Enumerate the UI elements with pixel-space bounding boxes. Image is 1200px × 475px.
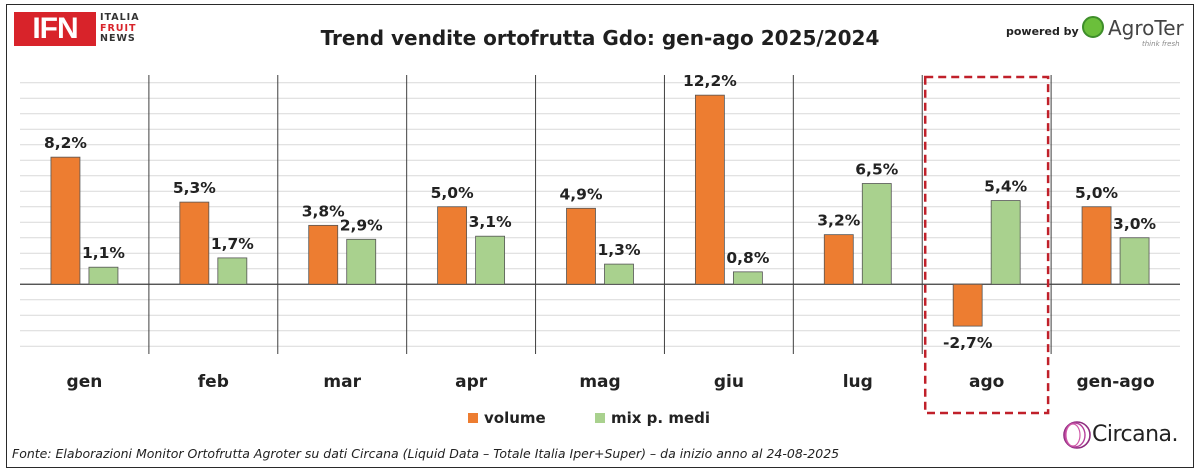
bar-volume-giu	[694, 94, 725, 285]
bar-volume-lug	[823, 234, 854, 285]
agroter-leaf-icon	[1082, 16, 1104, 38]
legend-label-mix: mix p. medi	[611, 409, 710, 427]
chart-title: Trend vendite ortofrutta Gdo: gen-ago 20…	[320, 26, 880, 50]
data-label-volume-giu: 12,2%	[683, 72, 737, 90]
bar-volume-apr	[437, 206, 468, 285]
bar-volume-gen-ago	[1081, 206, 1112, 285]
agroter-tagline: think fresh	[1142, 40, 1180, 48]
bar-mix-mar	[346, 238, 377, 285]
circana-circle-icon	[1063, 421, 1091, 449]
ifn-logo-text: ITALIA FRUIT NEWS	[100, 12, 140, 44]
data-label-volume-apr: 5,0%	[431, 184, 474, 202]
powered-by-label: powered by	[1006, 25, 1079, 38]
legend-swatch-mix	[595, 413, 605, 423]
category-label-giu: giu	[714, 372, 744, 392]
category-label-gen-ago: gen-ago	[1076, 372, 1154, 392]
bar-mix-gen	[88, 266, 119, 285]
bar-mix-giu	[732, 271, 763, 285]
data-label-mix-giu: 0,8%	[726, 249, 769, 267]
circana-logo: Circana.	[1062, 418, 1186, 458]
category-label-apr: apr	[455, 372, 488, 392]
bar-volume-mar	[308, 224, 339, 285]
bar-mix-apr	[475, 235, 506, 285]
labels-layer: 8,2% 1,1% gen 5,3% 1,7% feb 3,8%2,9% mar 5,0% 3,1…	[44, 72, 1157, 415]
grid-layer	[20, 75, 1180, 354]
bar-volume-gen	[50, 156, 81, 285]
ifn-logo-mark: IFN	[14, 12, 96, 46]
bar-mix-gen-ago	[1119, 237, 1150, 285]
highlight-box-ago	[923, 75, 1050, 415]
category-label-ago: ago	[969, 372, 1004, 392]
data-label-volume-feb: 5,3%	[173, 179, 216, 197]
bar-volume-feb	[179, 201, 210, 285]
ifn-logo: IFN ITALIA FRUIT NEWS	[14, 12, 154, 48]
data-label-mix-lug: 6,5%	[855, 161, 898, 179]
bar-mix-mag	[604, 263, 634, 285]
bar-volume-ago	[952, 283, 983, 327]
bar-mix-feb	[217, 257, 248, 285]
legend-swatch-volume	[468, 413, 478, 423]
bars-layer	[50, 94, 1150, 327]
agroter-brand-name: AgroTer	[1108, 16, 1184, 40]
source-note: Fonte: Elaborazioni Monitor Ortofrutta A…	[12, 446, 840, 461]
bar-volume-mag	[566, 207, 596, 285]
bar-mix-lug	[861, 183, 892, 285]
data-label-mix-gen: 1,1%	[82, 244, 125, 262]
legend: volume mix p. medi	[468, 409, 710, 427]
data-label-mix-mar: 2,9%	[340, 216, 383, 234]
data-label-mix-gen-ago: 3,0%	[1113, 215, 1156, 233]
data-label-volume-gen: 8,2%	[44, 134, 87, 152]
data-label-volume-mag: 4,9%	[560, 185, 603, 203]
data-label-volume-gen-ago: 5,0%	[1075, 184, 1118, 202]
category-label-gen: gen	[67, 372, 103, 392]
category-label-mar: mar	[323, 372, 361, 392]
category-label-mag: mag	[579, 372, 620, 392]
legend-label-volume: volume	[484, 409, 546, 427]
circana-brand-name: Circana.	[1092, 422, 1179, 447]
data-label-volume-lug: 3,2%	[817, 212, 860, 230]
data-label-mix-feb: 1,7%	[211, 235, 254, 253]
data-label-mix-mag: 1,3%	[598, 241, 641, 259]
category-label-feb: feb	[198, 372, 229, 392]
data-label-mix-ago: 5,4%	[984, 178, 1027, 196]
agroter-logo: AgroTer think fresh	[1082, 14, 1192, 50]
category-label-lug: lug	[843, 372, 873, 392]
data-label-volume-ago: -2,7%	[943, 334, 993, 352]
data-label-mix-apr: 3,1%	[469, 213, 512, 231]
bar-mix-ago	[990, 200, 1021, 285]
data-label-volume-mar: 3,8%	[302, 202, 345, 220]
